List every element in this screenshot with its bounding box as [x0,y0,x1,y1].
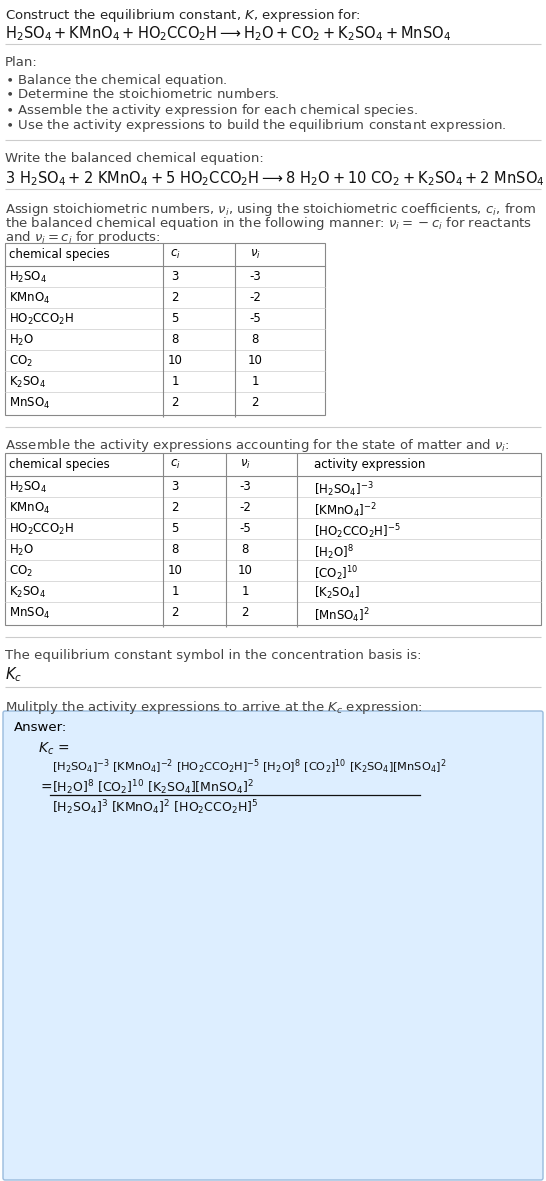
Text: 5: 5 [171,312,179,325]
Text: activity expression: activity expression [314,458,425,471]
Text: 10: 10 [168,354,182,367]
Text: Write the balanced chemical equation:: Write the balanced chemical equation: [5,152,264,165]
Text: 2: 2 [171,396,179,409]
Text: 5: 5 [171,522,179,535]
Text: Plan:: Plan: [5,56,38,68]
Text: $\mathrm{H_2O}$: $\mathrm{H_2O}$ [9,543,34,559]
Text: $\nu_i$: $\nu_i$ [250,248,260,261]
Text: $c_i$: $c_i$ [170,248,180,261]
Text: chemical species: chemical species [9,248,110,261]
Text: chemical species: chemical species [9,458,110,471]
Text: $[\mathrm{H_2SO_4}]^{3}\ [\mathrm{KMnO_4}]^{2}\ [\mathrm{HO_2CCO_2H}]^{5}$: $[\mathrm{H_2SO_4}]^{3}\ [\mathrm{KMnO_4… [52,798,258,817]
Text: -2: -2 [239,501,251,514]
Text: Assemble the activity expressions accounting for the state of matter and $\nu_i$: Assemble the activity expressions accoun… [5,437,510,454]
Text: 8: 8 [171,333,179,346]
Text: $\bullet\ $Determine the stoichiometric numbers.: $\bullet\ $Determine the stoichiometric … [5,87,280,102]
Text: $K_c\, =$: $K_c\, =$ [38,740,70,757]
Text: $\mathrm{KMnO_4}$: $\mathrm{KMnO_4}$ [9,501,50,516]
Text: 2: 2 [171,606,179,619]
Text: 10: 10 [168,565,182,578]
Text: $\bullet\ $Use the activity expressions to build the equilibrium constant expres: $\bullet\ $Use the activity expressions … [5,117,507,133]
Text: $[\mathrm{H_2SO_4}]^{-3}$: $[\mathrm{H_2SO_4}]^{-3}$ [314,479,373,498]
Text: 1: 1 [171,376,179,389]
Text: and $\nu_i = c_i$ for products:: and $\nu_i = c_i$ for products: [5,229,161,246]
Text: $\mathrm{MnSO_4}$: $\mathrm{MnSO_4}$ [9,606,50,621]
Text: 8: 8 [241,543,248,556]
Text: $[\mathrm{K_2SO_4}]$: $[\mathrm{K_2SO_4}]$ [314,585,360,601]
Text: the balanced chemical equation in the following manner: $\nu_i = -c_i$ for react: the balanced chemical equation in the fo… [5,215,532,231]
Text: 10: 10 [238,565,252,578]
Text: $\mathrm{3\ H_2SO_4 + 2\ KMnO_4 + 5\ HO_2CCO_2H \longrightarrow 8\ H_2O + 10\ CO: $\mathrm{3\ H_2SO_4 + 2\ KMnO_4 + 5\ HO_… [5,169,545,188]
Text: 10: 10 [247,354,263,367]
Text: 1: 1 [171,585,179,598]
Text: 3: 3 [171,270,179,283]
Text: $\bullet\ $Assemble the activity expression for each chemical species.: $\bullet\ $Assemble the activity express… [5,102,418,119]
Text: $[\mathrm{HO_2CCO_2H}]^{-5}$: $[\mathrm{HO_2CCO_2H}]^{-5}$ [314,522,401,541]
Text: 8: 8 [251,333,259,346]
Text: -3: -3 [239,479,251,492]
Text: 3: 3 [171,479,179,492]
Text: $\bullet\ $Balance the chemical equation.: $\bullet\ $Balance the chemical equation… [5,72,228,89]
Text: $\mathrm{H_2O}$: $\mathrm{H_2O}$ [9,333,34,348]
Text: $\nu_i$: $\nu_i$ [240,458,251,471]
Text: The equilibrium constant symbol in the concentration basis is:: The equilibrium constant symbol in the c… [5,650,422,663]
Text: -2: -2 [249,291,261,304]
Text: -5: -5 [239,522,251,535]
Text: $[\mathrm{H_2O}]^{8}\ [\mathrm{CO_2}]^{10}\ [\mathrm{K_2SO_4}][\mathrm{MnSO_4}]^: $[\mathrm{H_2O}]^{8}\ [\mathrm{CO_2}]^{1… [52,778,254,797]
Text: Mulitply the activity expressions to arrive at the $K_c$ expression:: Mulitply the activity expressions to arr… [5,699,423,716]
Text: $[\mathrm{KMnO_4}]^{-2}$: $[\mathrm{KMnO_4}]^{-2}$ [314,501,377,520]
Text: $\mathrm{HO_2CCO_2H}$: $\mathrm{HO_2CCO_2H}$ [9,312,74,327]
FancyBboxPatch shape [3,711,543,1180]
Text: 1: 1 [241,585,249,598]
Text: 2: 2 [171,291,179,304]
Text: Answer:: Answer: [14,720,67,735]
Text: $\mathrm{H_2SO_4}$: $\mathrm{H_2SO_4}$ [9,479,47,495]
Text: $\mathrm{K_2SO_4}$: $\mathrm{K_2SO_4}$ [9,585,46,600]
Text: $[\mathrm{H_2SO_4}]^{-3}\ [\mathrm{KMnO_4}]^{-2}\ [\mathrm{HO_2CCO_2H}]^{-5}\ [\: $[\mathrm{H_2SO_4}]^{-3}\ [\mathrm{KMnO_… [52,758,447,776]
Text: $\mathrm{CO_2}$: $\mathrm{CO_2}$ [9,354,33,370]
Bar [5,454,541,625]
Text: 8: 8 [171,543,179,556]
Text: $[\mathrm{MnSO_4}]^{2}$: $[\mathrm{MnSO_4}]^{2}$ [314,606,370,625]
Text: $K_c$: $K_c$ [5,665,22,684]
Text: $[\mathrm{CO_2}]^{10}$: $[\mathrm{CO_2}]^{10}$ [314,565,358,582]
Text: -3: -3 [249,270,261,283]
Text: Assign stoichiometric numbers, $\nu_i$, using the stoichiometric coefficients, $: Assign stoichiometric numbers, $\nu_i$, … [5,201,536,218]
Text: Construct the equilibrium constant, $K$, expression for:: Construct the equilibrium constant, $K$,… [5,7,361,24]
Text: $\mathrm{H_2SO_4 + KMnO_4 + HO_2CCO_2H \longrightarrow H_2O + CO_2 + K_2SO_4 + M: $\mathrm{H_2SO_4 + KMnO_4 + HO_2CCO_2H \… [5,24,451,43]
Text: $=$: $=$ [38,779,53,792]
Text: 2: 2 [241,606,249,619]
Text: $\mathrm{MnSO_4}$: $\mathrm{MnSO_4}$ [9,396,50,411]
Text: 1: 1 [251,376,259,389]
Text: $[\mathrm{H_2O}]^{8}$: $[\mathrm{H_2O}]^{8}$ [314,543,354,562]
Text: $c_i$: $c_i$ [170,458,180,471]
Text: 2: 2 [251,396,259,409]
Text: -5: -5 [249,312,261,325]
Text: $\mathrm{HO_2CCO_2H}$: $\mathrm{HO_2CCO_2H}$ [9,522,74,537]
Text: $\mathrm{CO_2}$: $\mathrm{CO_2}$ [9,565,33,579]
Bar [5,243,325,415]
Text: $\mathrm{K_2SO_4}$: $\mathrm{K_2SO_4}$ [9,376,46,390]
Text: $\mathrm{H_2SO_4}$: $\mathrm{H_2SO_4}$ [9,270,47,285]
Text: 2: 2 [171,501,179,514]
Text: $\mathrm{KMnO_4}$: $\mathrm{KMnO_4}$ [9,291,50,306]
